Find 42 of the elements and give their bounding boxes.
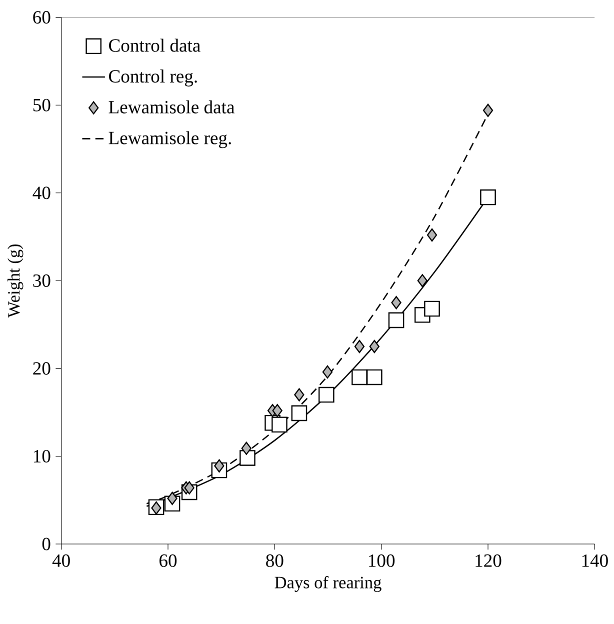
y-tick-label: 30 [33,274,50,287]
y-tick-label: 60 [33,11,50,24]
point [272,416,288,433]
x-tick-label: 120 [476,554,502,567]
y-axis-title: Weight (g) [8,244,24,318]
point [388,312,404,328]
point [318,386,334,403]
point [151,501,162,515]
x-axis-title: Days of rearing [274,576,382,592]
x-tick-label: 60 [159,554,177,567]
legend-label: Lewamisole data [108,100,235,114]
legend-label: Control reg. [109,70,197,86]
point [366,369,382,386]
point [424,300,440,317]
x-tick-label: 140 [582,554,608,567]
point [354,340,365,354]
y-tick-label: 20 [33,362,50,375]
legend-label: Control data [109,38,200,52]
point [294,388,304,402]
legend-label: Lewamisole reg. [108,131,231,148]
point [240,450,256,466]
point [241,442,252,455]
point [369,340,380,354]
point [291,405,308,422]
point [482,104,494,117]
x-tick-label: 40 [52,554,70,567]
y-tick-label: 0 [42,538,50,550]
point [272,404,282,418]
point [167,492,178,505]
point [184,481,194,494]
y-tick-label: 10 [34,450,50,462]
x-tick-label: 80 [266,554,284,567]
point [480,189,496,206]
point [352,369,368,386]
point [426,228,438,242]
point [391,296,402,310]
y-tick-label: 50 [33,98,50,112]
x-tick-label: 100 [369,554,395,567]
y-tick-label: 40 [32,186,50,200]
point [417,274,428,288]
point [322,365,333,379]
point [214,459,224,472]
